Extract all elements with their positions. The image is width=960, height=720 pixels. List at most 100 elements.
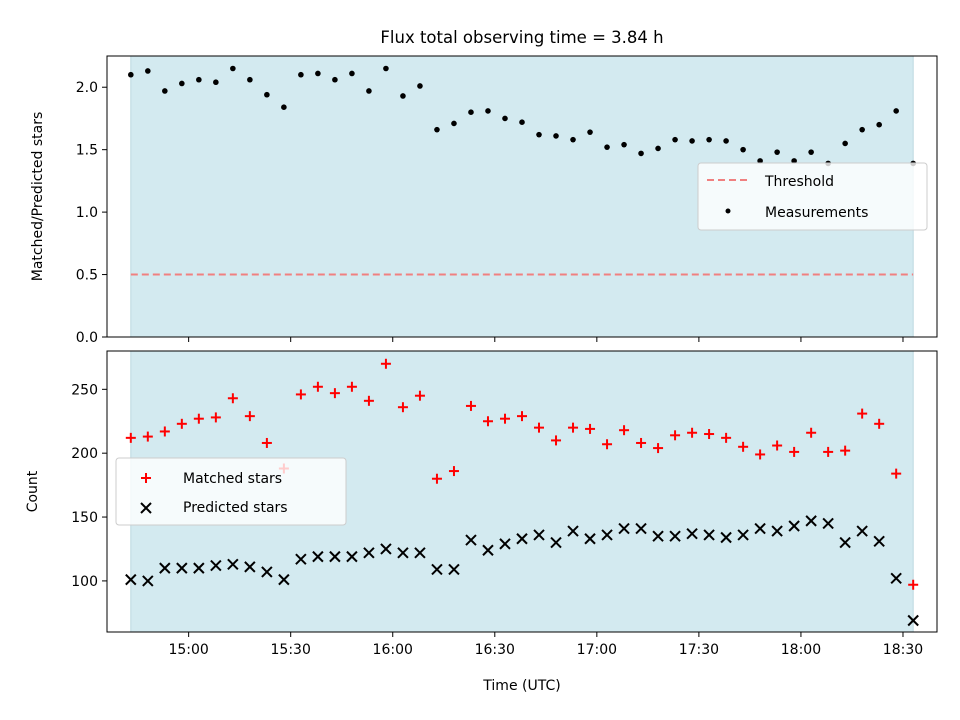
- predicted-star-marker: [346, 550, 358, 563]
- measurement-point: [451, 120, 457, 127]
- measurement-point: [519, 119, 525, 125]
- top-legend: Threshold Measurements: [697, 162, 928, 231]
- legend-measurements-label: Measurements: [765, 205, 868, 221]
- measurement-point: [553, 133, 559, 139]
- matched-star-marker: [602, 439, 613, 450]
- predicted-star-marker: [125, 573, 137, 586]
- matched-star-marker: [806, 427, 817, 438]
- measurement-point: [400, 93, 406, 99]
- y-tick-label: 2.0: [76, 80, 98, 96]
- measurement-point: [179, 80, 185, 87]
- predicted-star-marker: [652, 530, 664, 542]
- measurement-point: [247, 76, 253, 83]
- matched-star-marker: [585, 423, 596, 434]
- legend-plus-marker: [141, 473, 151, 483]
- predicted-star-marker: [176, 562, 188, 574]
- predicted-star-marker: [550, 536, 562, 549]
- measurement-point: [604, 144, 610, 150]
- predicted-star-marker: [754, 522, 766, 535]
- predicted-star-marker: [363, 547, 375, 559]
- matched-star-marker: [908, 579, 919, 590]
- measurement-point: [366, 88, 372, 94]
- matched-star-marker: [857, 408, 868, 419]
- x-tick-label: 16:00: [373, 642, 413, 658]
- measurement-point: [791, 158, 797, 164]
- predicted-star-marker: [856, 525, 868, 537]
- predicted-star-marker: [669, 530, 681, 542]
- legend-predicted-label: Predicted stars: [183, 500, 288, 516]
- measurement-point: [723, 138, 729, 144]
- bottom-y-axis-label: Count: [25, 470, 41, 512]
- matched-star-marker: [346, 381, 357, 392]
- x-tick-label: 15:30: [271, 642, 311, 658]
- measurement-point: [570, 136, 576, 143]
- matched-star-marker: [755, 449, 766, 460]
- measurement-point: [315, 70, 321, 77]
- matched-star-marker: [840, 445, 851, 456]
- measurement-point: [230, 65, 236, 72]
- measurement-point: [655, 145, 661, 152]
- matched-star-marker: [738, 441, 749, 452]
- top-panel: 0.00.51.01.52.0 Matched/Predicted stars …: [30, 55, 938, 346]
- y-tick-label: 1.5: [76, 143, 98, 159]
- predicted-star-marker: [278, 573, 290, 586]
- chart-title: Flux total observing time = 3.84 h: [380, 28, 663, 47]
- matched-star-marker: [414, 390, 425, 401]
- matched-star-marker: [704, 429, 715, 440]
- matched-star-marker: [142, 431, 153, 442]
- measurement-point: [808, 149, 814, 155]
- predicted-star-marker: [431, 563, 443, 576]
- matched-star-marker: [823, 446, 834, 457]
- matched-star-marker: [670, 430, 681, 441]
- matched-star-marker: [874, 418, 885, 429]
- matched-star-marker: [448, 466, 459, 477]
- matched-star-marker: [465, 400, 476, 411]
- matched-star-marker: [619, 425, 630, 436]
- measurement-point: [893, 108, 899, 114]
- predicted-star-marker: [890, 572, 902, 585]
- legend-x-marker: [140, 502, 152, 514]
- predicted-star-marker: [142, 575, 154, 587]
- measurement-point: [213, 79, 219, 86]
- predicted-star-marker: [380, 543, 392, 555]
- predicted-star-marker: [465, 534, 477, 546]
- measurement-point: [434, 126, 440, 133]
- measurement-point: [672, 136, 678, 143]
- matched-star-marker: [772, 440, 783, 451]
- predicted-star-markers: [125, 515, 919, 627]
- bottom-y-ticks: 100 150 200 250: [71, 382, 107, 590]
- matched-star-marker: [363, 395, 374, 406]
- predicted-star-marker: [686, 527, 698, 540]
- x-axis-label: Time (UTC): [482, 678, 560, 694]
- predicted-star-marker: [635, 522, 647, 535]
- predicted-star-marker: [805, 515, 817, 527]
- measurement-point: [468, 109, 474, 115]
- y-tick-label: 250: [71, 382, 98, 398]
- matched-star-marker: [687, 427, 698, 438]
- matched-star-marker: [227, 393, 238, 404]
- legend-measurement-swatch: [725, 208, 731, 214]
- y-tick-label: 0.5: [76, 268, 98, 284]
- x-tick-label: 16:30: [475, 642, 515, 658]
- matched-star-marker: [193, 413, 204, 424]
- bottom-legend: Matched stars Predicted stars: [115, 457, 347, 526]
- top-y-axis-label: Matched/Predicted stars: [30, 112, 46, 282]
- matched-star-marker: [159, 426, 170, 437]
- predicted-star-marker: [261, 566, 273, 578]
- matched-star-marker: [482, 416, 493, 427]
- measurement-point: [876, 121, 882, 128]
- measurement-point: [587, 129, 593, 135]
- matched-star-marker: [380, 358, 391, 369]
- predicted-star-marker: [601, 529, 613, 541]
- predicted-star-marker: [244, 561, 256, 573]
- measurement-point: [774, 149, 780, 155]
- measurement-point: [281, 104, 287, 111]
- predicted-star-marker: [414, 547, 426, 559]
- predicted-star-marker: [329, 550, 341, 563]
- measurement-point: [706, 136, 712, 143]
- x-tick-label: 17:00: [577, 642, 617, 658]
- legend-matched-swatch: [141, 473, 151, 483]
- top-y-ticks: 0.0 0.5 1.0 1.5 2.0: [76, 80, 107, 346]
- matched-star-marker: [789, 446, 800, 457]
